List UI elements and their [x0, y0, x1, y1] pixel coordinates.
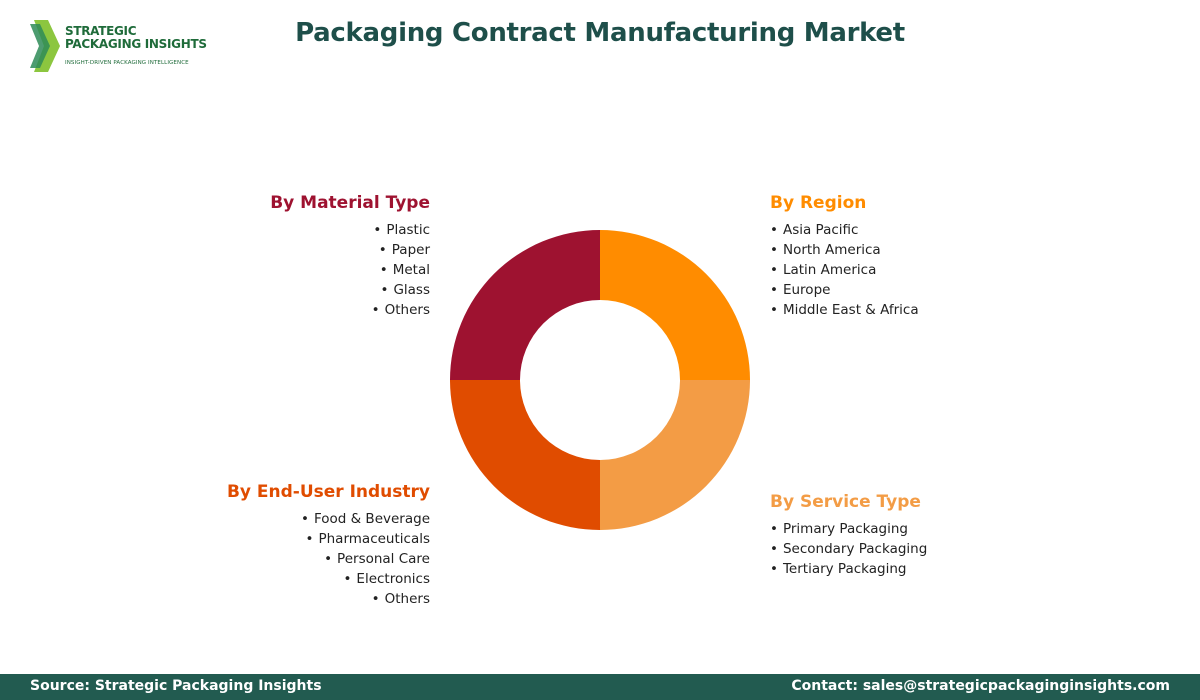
page-title: Packaging Contract Manufacturing Market: [295, 18, 905, 48]
region-title: By Region: [770, 193, 867, 213]
footer-bar: Source: Strategic Packaging Insights Con…: [0, 674, 1200, 700]
list-item: Others: [372, 300, 430, 320]
donut-segment-material: [450, 230, 600, 380]
donut-segment-enduser: [450, 380, 600, 530]
list-item: Europe: [770, 280, 919, 300]
logo-text-line2: PACKAGING INSIGHTS: [65, 37, 207, 51]
list-item: Secondary Packaging: [770, 539, 927, 559]
material-type-list: Plastic Paper Metal Glass Others: [372, 220, 430, 320]
end-user-industry-list: Food & Beverage Pharmaceuticals Personal…: [301, 509, 430, 609]
list-item: Tertiary Packaging: [770, 559, 927, 579]
list-item: Electronics: [301, 569, 430, 589]
source-text: Source: Strategic Packaging Insights: [30, 678, 322, 694]
list-item: Middle East & Africa: [770, 300, 919, 320]
list-item: Asia Pacific: [770, 220, 919, 240]
service-type-list: Primary Packaging Secondary Packaging Te…: [770, 519, 927, 579]
contact-email[interactable]: Contact: sales@strategicpackaginginsight…: [791, 678, 1170, 694]
list-item: Food & Beverage: [301, 509, 430, 529]
list-item: Primary Packaging: [770, 519, 927, 539]
list-item: Plastic: [372, 220, 430, 240]
list-item: Paper: [372, 240, 430, 260]
logo-tagline: INSIGHT-DRIVEN PACKAGING INTELLIGENCE: [65, 60, 189, 66]
end-user-industry-title: By End-User Industry: [226, 482, 430, 502]
list-item: Latin America: [770, 260, 919, 280]
list-item: Pharmaceuticals: [301, 529, 430, 549]
list-item: Personal Care: [301, 549, 430, 569]
donut-segment-region: [600, 230, 750, 380]
list-item: North America: [770, 240, 919, 260]
logo-chevron-icon: [30, 20, 60, 72]
list-item: Glass: [372, 280, 430, 300]
brand-logo: STRATEGIC PACKAGING INSIGHTS INSIGHT-DRI…: [30, 20, 210, 72]
donut-segment-service: [600, 380, 750, 530]
logo-text-line1: STRATEGIC: [65, 24, 137, 38]
region-list: Asia Pacific North America Latin America…: [770, 220, 919, 320]
material-type-title: By Material Type: [270, 193, 430, 213]
service-type-title: By Service Type: [770, 492, 921, 512]
list-item: Metal: [372, 260, 430, 280]
segmentation-donut: [450, 230, 750, 530]
list-item: Others: [301, 589, 430, 609]
